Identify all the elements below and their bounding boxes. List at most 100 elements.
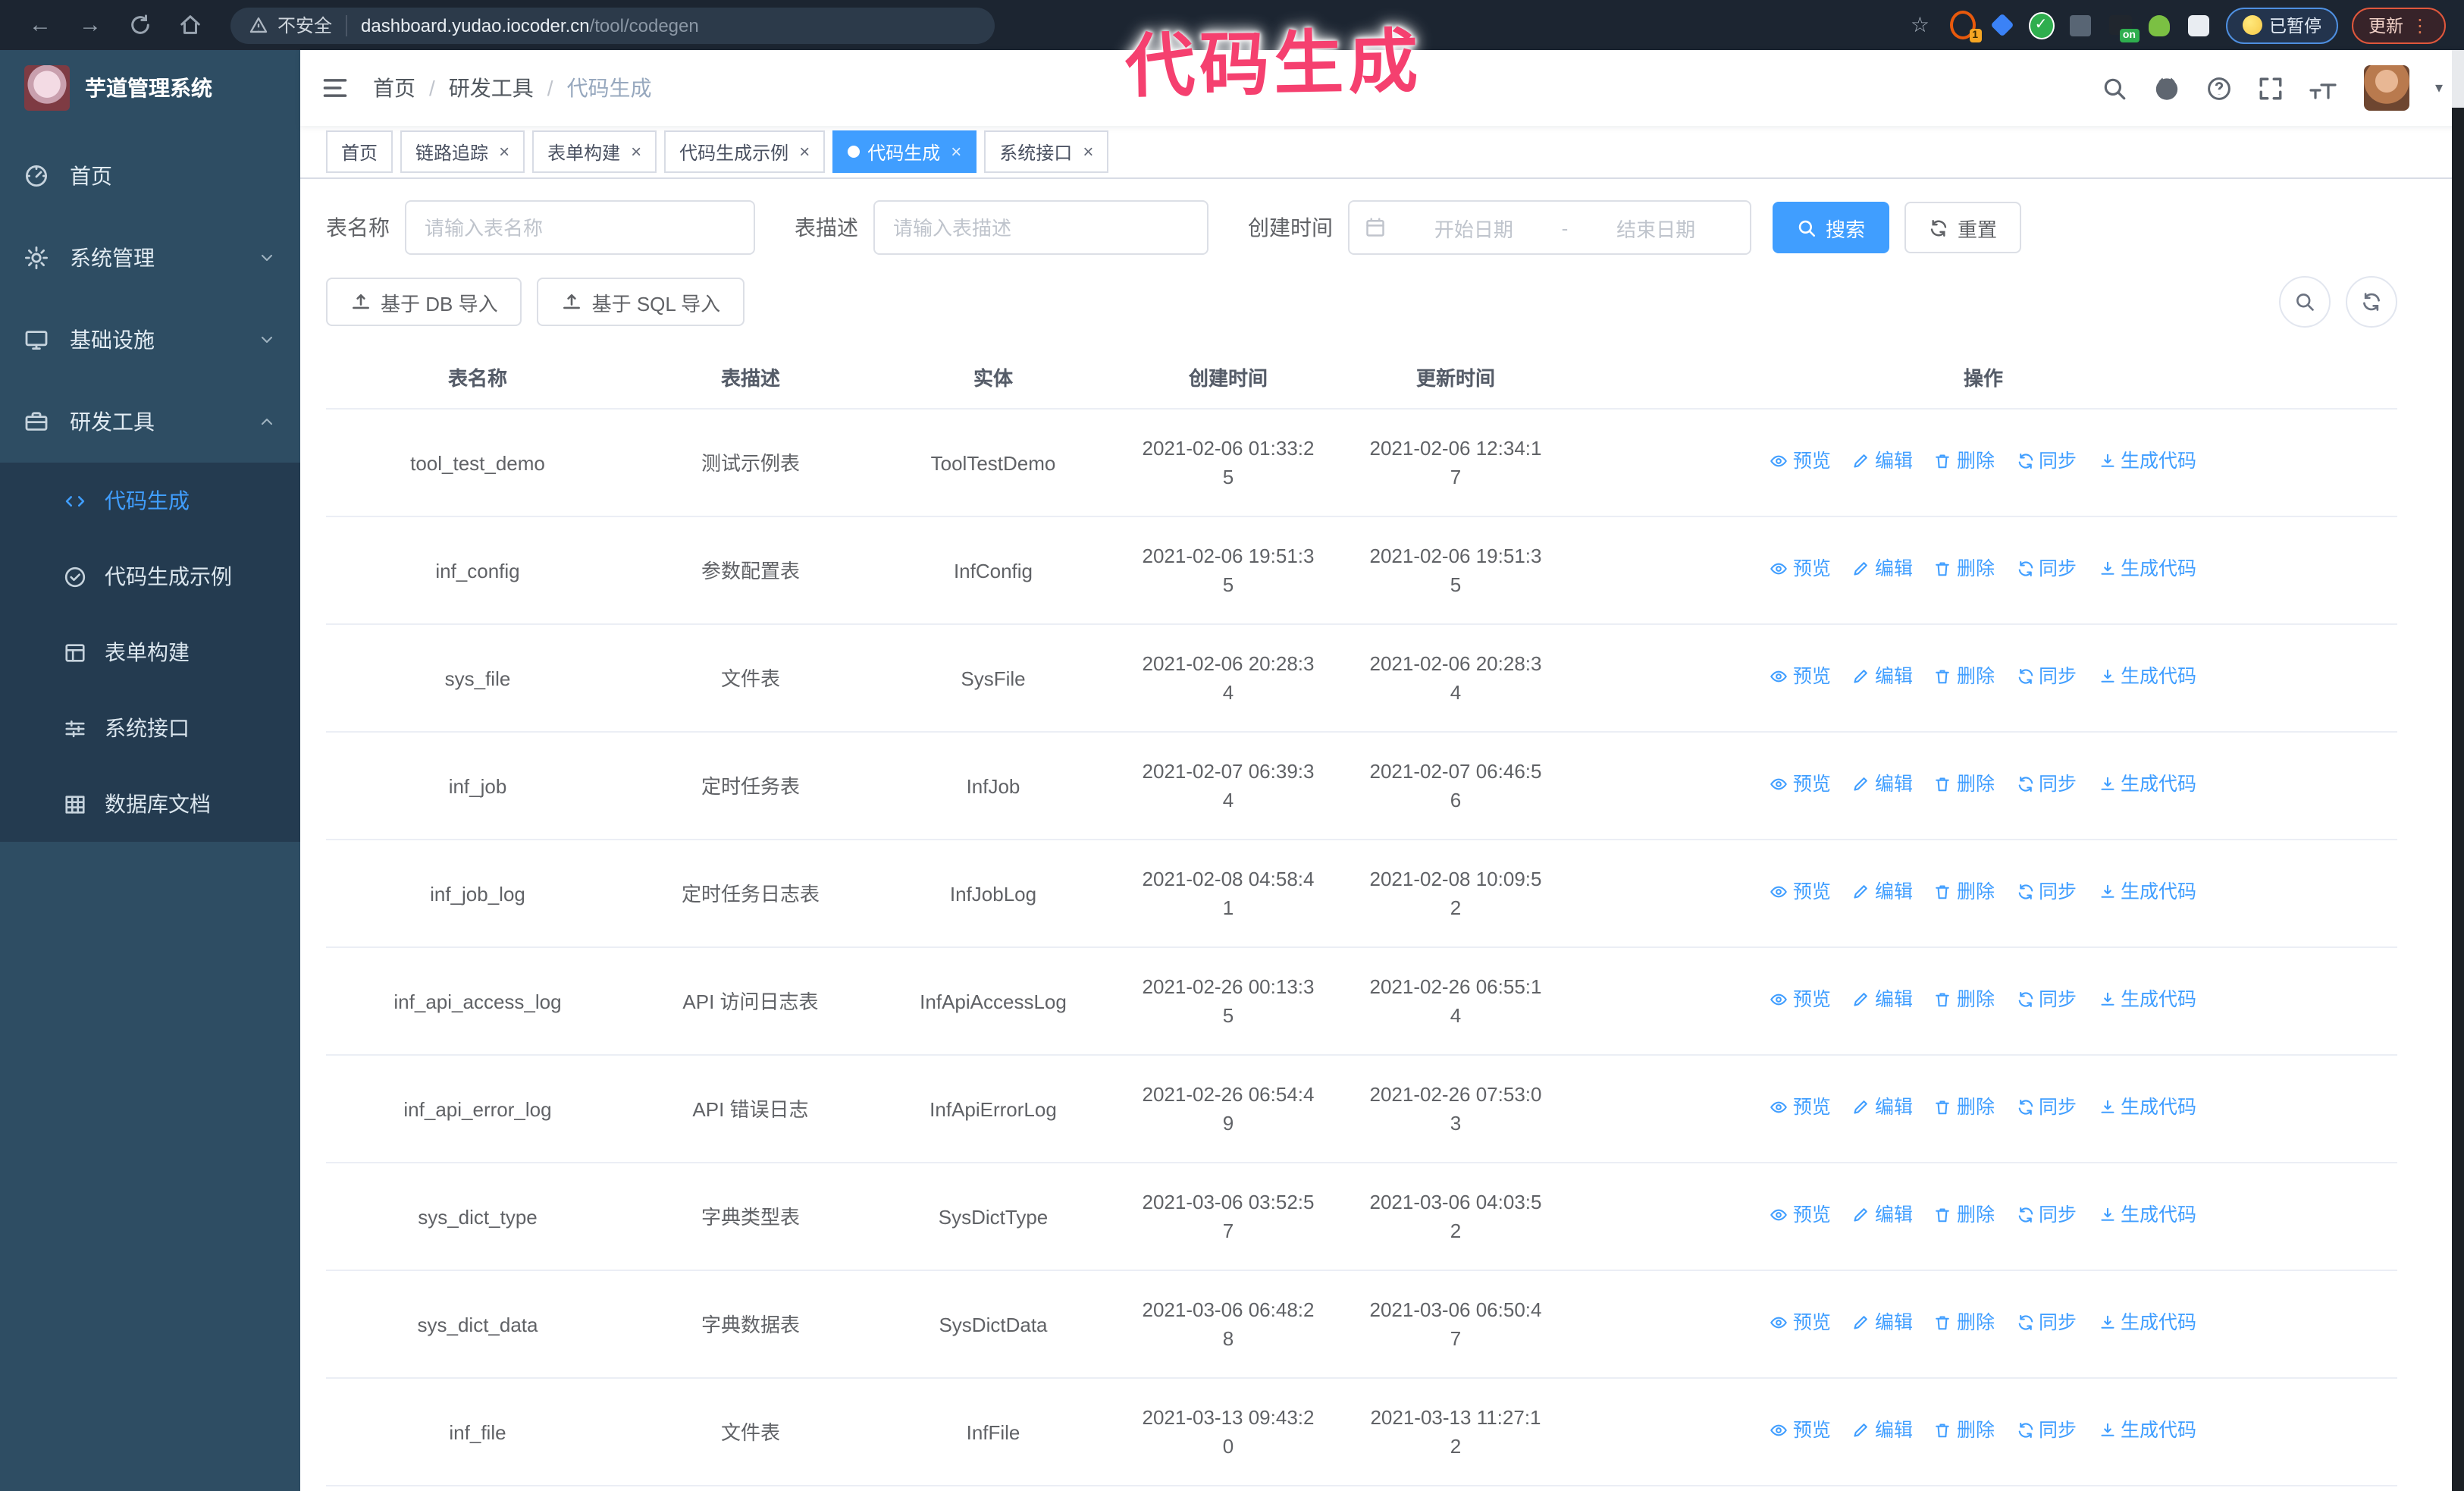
breadcrumb-item[interactable]: 研发工具 bbox=[448, 76, 534, 100]
extension-android-icon[interactable] bbox=[2146, 12, 2172, 38]
sidebar-item-api[interactable]: 系统接口 bbox=[0, 690, 300, 766]
tab-codegen-example[interactable]: 代码生成示例 × bbox=[664, 130, 826, 173]
action-delete[interactable]: 删除 bbox=[1934, 1201, 1995, 1230]
action-edit[interactable]: 编辑 bbox=[1852, 1201, 1913, 1230]
sidebar-item-db-doc[interactable]: 数据库文档 bbox=[0, 766, 300, 842]
table-name-input[interactable] bbox=[405, 200, 755, 255]
action-edit[interactable]: 编辑 bbox=[1852, 447, 1913, 476]
action-generate[interactable]: 生成代码 bbox=[2098, 1309, 2196, 1338]
github-icon[interactable] bbox=[2153, 74, 2180, 102]
sidebar-item-codegen[interactable]: 代码生成 bbox=[0, 463, 300, 538]
extension-orange-icon[interactable]: 1 bbox=[1949, 11, 1981, 42]
address-bar[interactable]: 不安全 dashboard.yudao.iocoder.cn /tool/cod… bbox=[230, 7, 995, 43]
action-preview[interactable]: 预览 bbox=[1770, 878, 1831, 907]
action-preview[interactable]: 预览 bbox=[1770, 555, 1831, 584]
date-range-picker[interactable]: 开始日期 - 结束日期 bbox=[1348, 200, 1751, 255]
action-generate[interactable]: 生成代码 bbox=[2098, 1094, 2196, 1122]
tab-tracer[interactable]: 链路追踪 × bbox=[400, 130, 525, 173]
breadcrumb-item[interactable]: 首页 bbox=[373, 76, 415, 100]
bookmark-star-icon[interactable]: ☆ bbox=[1910, 12, 1930, 36]
reset-button[interactable]: 重置 bbox=[1904, 202, 2022, 253]
font-size-icon[interactable] bbox=[2309, 75, 2338, 101]
vertical-scrollbar[interactable] bbox=[2452, 50, 2464, 1491]
action-sync[interactable]: 同步 bbox=[2016, 1201, 2077, 1230]
search-icon[interactable] bbox=[2102, 75, 2127, 101]
action-delete[interactable]: 删除 bbox=[1934, 447, 1995, 476]
action-preview[interactable]: 预览 bbox=[1770, 663, 1831, 692]
action-sync[interactable]: 同步 bbox=[2016, 1309, 2077, 1338]
action-sync[interactable]: 同步 bbox=[2016, 986, 2077, 1015]
reload-icon[interactable] bbox=[129, 14, 152, 36]
sidebar-item-home[interactable]: 首页 bbox=[0, 135, 300, 217]
help-icon[interactable] bbox=[2206, 75, 2232, 101]
hamburger-icon[interactable] bbox=[321, 74, 349, 102]
action-preview[interactable]: 预览 bbox=[1770, 1201, 1831, 1230]
action-delete[interactable]: 删除 bbox=[1934, 771, 1995, 799]
action-edit[interactable]: 编辑 bbox=[1852, 663, 1913, 692]
toggle-search-button[interactable] bbox=[2279, 276, 2331, 328]
import-sql-button[interactable]: 基于 SQL 导入 bbox=[537, 278, 745, 326]
tab-codegen[interactable]: 代码生成 × bbox=[832, 130, 977, 173]
forward-icon[interactable]: → bbox=[79, 12, 102, 38]
action-preview[interactable]: 预览 bbox=[1770, 1417, 1831, 1445]
close-icon[interactable]: × bbox=[1083, 141, 1094, 162]
action-generate[interactable]: 生成代码 bbox=[2098, 447, 2196, 476]
action-preview[interactable]: 预览 bbox=[1770, 1309, 1831, 1338]
extension-dark-icon[interactable]: on bbox=[2107, 12, 2139, 42]
sidebar-item-infra[interactable]: 基础设施 bbox=[0, 299, 300, 381]
action-delete[interactable]: 删除 bbox=[1934, 555, 1995, 584]
back-icon[interactable]: ← bbox=[29, 12, 52, 38]
scrollbar-thumb[interactable] bbox=[2452, 108, 2464, 1491]
tab-home[interactable]: 首页 bbox=[326, 130, 393, 173]
close-icon[interactable]: × bbox=[951, 141, 962, 162]
action-sync[interactable]: 同步 bbox=[2016, 1094, 2077, 1122]
extension-check-icon[interactable]: ✓ bbox=[2028, 11, 2054, 39]
sidebar-item-system[interactable]: 系统管理 bbox=[0, 217, 300, 299]
paused-button[interactable]: 已暂停 bbox=[2225, 7, 2338, 43]
action-generate[interactable]: 生成代码 bbox=[2098, 663, 2196, 692]
refresh-button[interactable] bbox=[2346, 276, 2397, 328]
action-edit[interactable]: 编辑 bbox=[1852, 1094, 1913, 1122]
extension-puzzle-icon[interactable] bbox=[2186, 12, 2212, 38]
close-icon[interactable]: × bbox=[631, 141, 642, 162]
table-desc-input[interactable] bbox=[873, 200, 1208, 255]
user-caret-down-icon[interactable]: ▾ bbox=[2434, 80, 2443, 96]
action-preview[interactable]: 预览 bbox=[1770, 986, 1831, 1015]
action-preview[interactable]: 预览 bbox=[1770, 1094, 1831, 1122]
update-button[interactable]: 更新 ⋮ bbox=[2352, 7, 2446, 43]
action-sync[interactable]: 同步 bbox=[2016, 447, 2077, 476]
action-edit[interactable]: 编辑 bbox=[1852, 1309, 1913, 1338]
action-sync[interactable]: 同步 bbox=[2016, 663, 2077, 692]
brand[interactable]: 芋道管理系统 bbox=[0, 50, 300, 126]
action-preview[interactable]: 预览 bbox=[1770, 771, 1831, 799]
sidebar-item-codegen-example[interactable]: 代码生成示例 bbox=[0, 538, 300, 614]
search-button[interactable]: 搜索 bbox=[1773, 202, 1890, 253]
action-delete[interactable]: 删除 bbox=[1934, 1309, 1995, 1338]
tab-form-builder[interactable]: 表单构建 × bbox=[532, 130, 657, 173]
extension-grid-icon[interactable] bbox=[2067, 12, 2093, 38]
action-sync[interactable]: 同步 bbox=[2016, 555, 2077, 584]
action-delete[interactable]: 删除 bbox=[1934, 663, 1995, 692]
action-delete[interactable]: 删除 bbox=[1934, 986, 1995, 1015]
action-generate[interactable]: 生成代码 bbox=[2098, 1201, 2196, 1230]
action-sync[interactable]: 同步 bbox=[2016, 1417, 2077, 1445]
action-sync[interactable]: 同步 bbox=[2016, 771, 2077, 799]
action-edit[interactable]: 编辑 bbox=[1852, 878, 1913, 907]
action-edit[interactable]: 编辑 bbox=[1852, 986, 1913, 1015]
action-edit[interactable]: 编辑 bbox=[1852, 771, 1913, 799]
home-icon[interactable] bbox=[179, 14, 202, 36]
action-preview[interactable]: 预览 bbox=[1770, 447, 1831, 476]
action-edit[interactable]: 编辑 bbox=[1852, 1417, 1913, 1445]
action-generate[interactable]: 生成代码 bbox=[2098, 771, 2196, 799]
action-edit[interactable]: 编辑 bbox=[1852, 555, 1913, 584]
action-delete[interactable]: 删除 bbox=[1934, 1094, 1995, 1122]
action-generate[interactable]: 生成代码 bbox=[2098, 555, 2196, 584]
action-generate[interactable]: 生成代码 bbox=[2098, 1417, 2196, 1445]
action-sync[interactable]: 同步 bbox=[2016, 878, 2077, 907]
action-generate[interactable]: 生成代码 bbox=[2098, 986, 2196, 1015]
action-delete[interactable]: 删除 bbox=[1934, 878, 1995, 907]
extension-gem-icon[interactable] bbox=[1989, 12, 2014, 38]
sidebar-item-devtools[interactable]: 研发工具 bbox=[0, 381, 300, 463]
action-generate[interactable]: 生成代码 bbox=[2098, 878, 2196, 907]
action-delete[interactable]: 删除 bbox=[1934, 1417, 1995, 1445]
